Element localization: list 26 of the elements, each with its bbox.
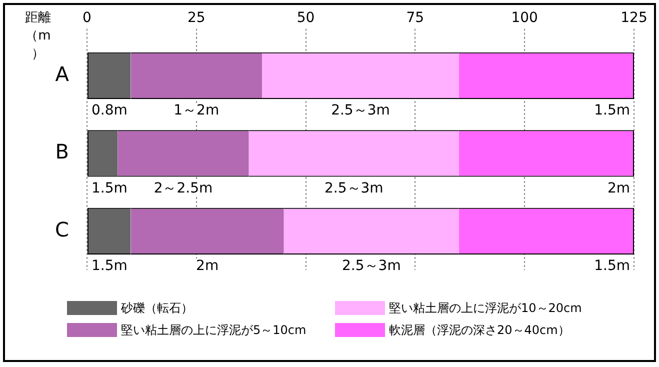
legend-label: 堅い粘土層の上に浮泥が10～20cm: [389, 300, 582, 316]
y-tick-label: A: [55, 62, 70, 86]
x-tick-label: 0: [82, 10, 92, 26]
annotation: 1.5m: [91, 258, 128, 274]
legend-label: 堅い粘土層の上に浮泥が5～10cm: [121, 322, 306, 338]
annotation: 2.5～3m: [331, 102, 390, 119]
y-tick-label: B: [55, 140, 69, 164]
annotation: 0.8m: [91, 102, 128, 119]
annotation: 2～2.5m: [154, 180, 213, 196]
y-tick-label: C: [54, 217, 69, 242]
x-tick-label: 100: [511, 10, 538, 26]
annotation: 2.5～3m: [324, 180, 384, 196]
annotation: 2m: [607, 180, 630, 196]
legend-label: 軟泥層（浮泥の深さ20～40cm）: [389, 322, 570, 338]
annotation: 1～2m: [174, 102, 220, 119]
annotation: 1.5m: [594, 258, 630, 274]
x-tick-label: 125: [620, 10, 648, 26]
annotation: 2.5～3m: [342, 258, 401, 274]
annotation: 1.5m: [594, 102, 630, 119]
annotation: 1.5m: [91, 180, 128, 196]
x-tick-label: 50: [296, 10, 315, 26]
legend-label: 砂礫（転石）: [121, 300, 193, 316]
annotation: 2m: [196, 258, 219, 274]
x-axis-title: 距離（m）: [25, 10, 51, 62]
x-tick-label: 25: [187, 10, 206, 26]
x-tick-label: 75: [406, 10, 424, 26]
